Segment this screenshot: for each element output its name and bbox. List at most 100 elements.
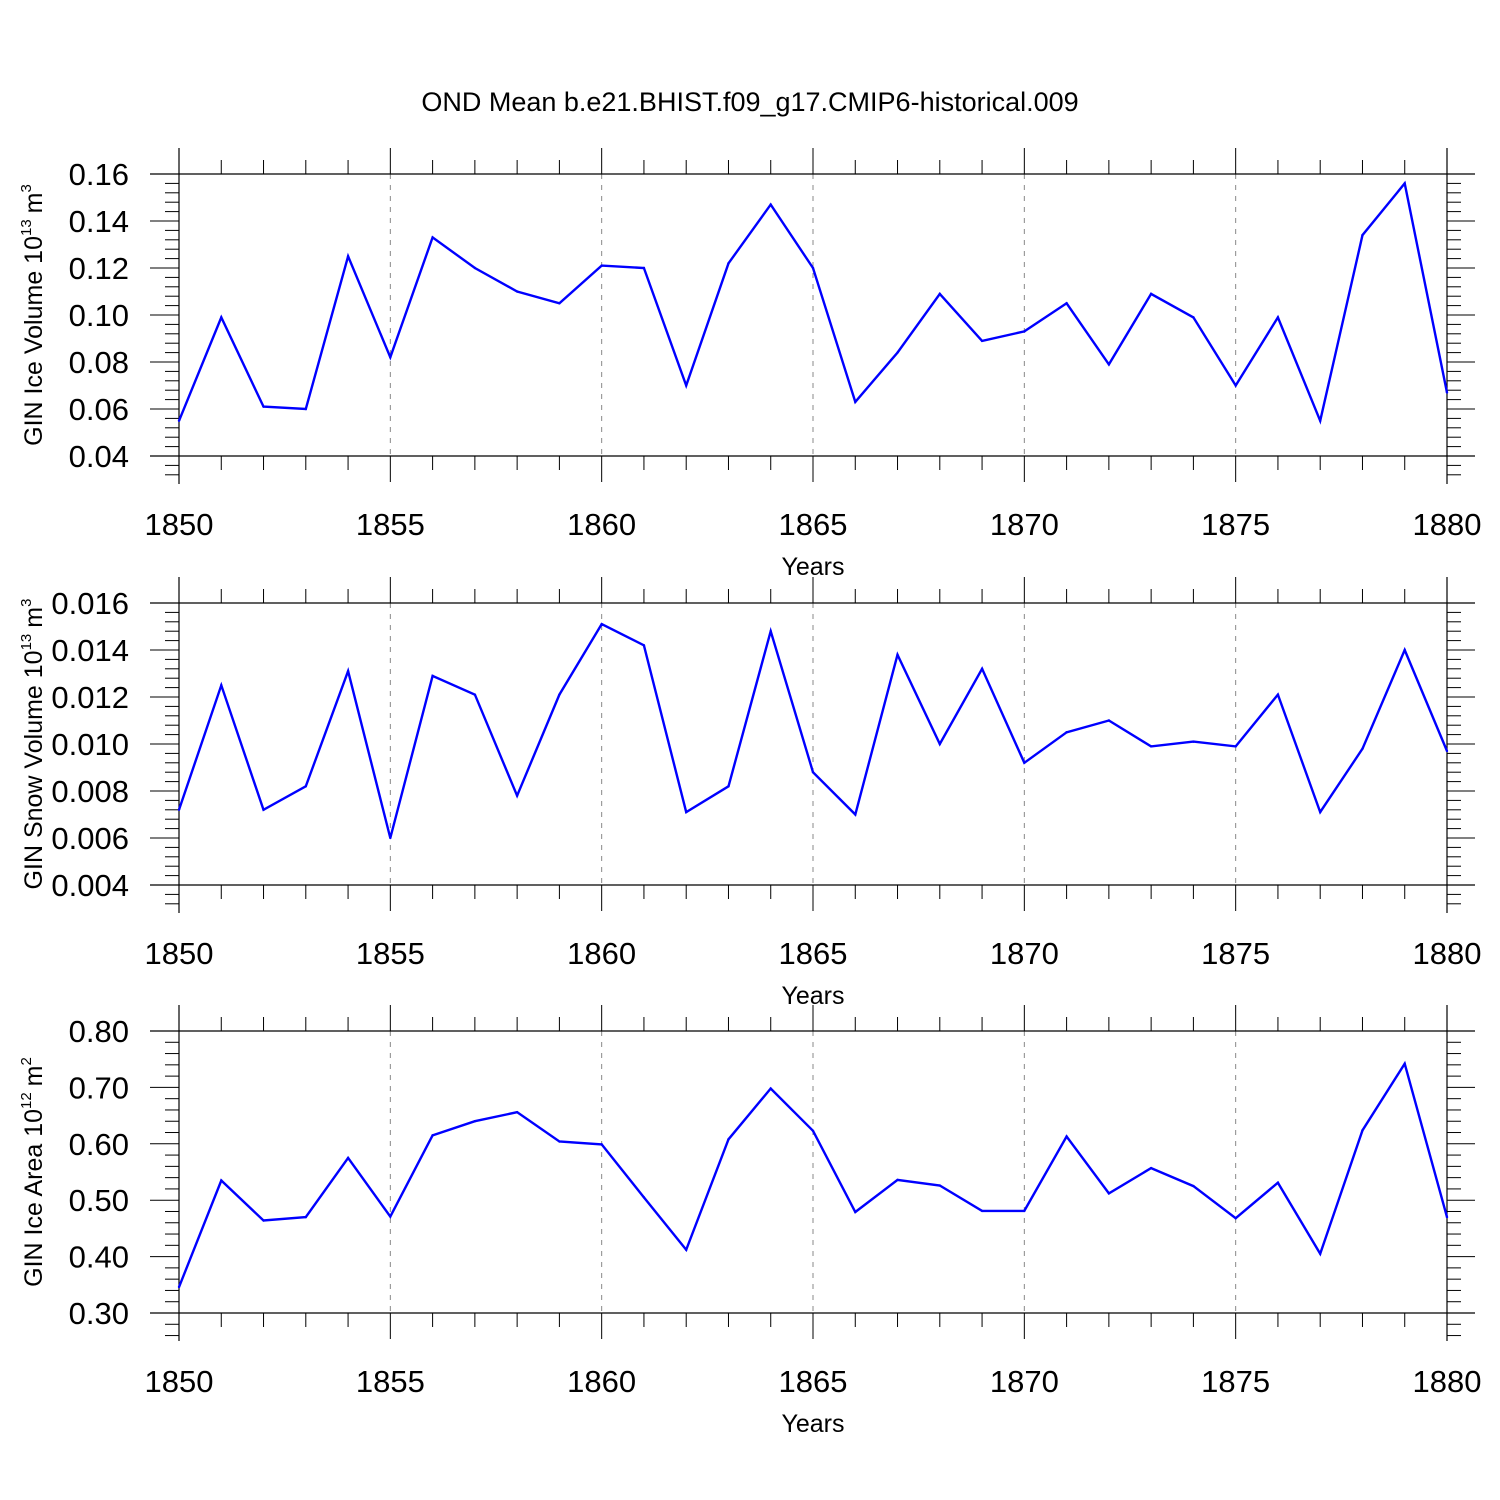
data-point xyxy=(304,785,307,788)
y-tick-label: 0.008 xyxy=(51,774,129,809)
data-point xyxy=(431,674,434,678)
data-point xyxy=(1319,419,1322,422)
panel-3: 1850 1855 1860 1865 1870 1875 1880 Years 0.30 0.4… xyxy=(18,1005,1481,1438)
data-point xyxy=(1023,1209,1026,1213)
data-point xyxy=(600,1143,603,1146)
data-point xyxy=(473,1120,477,1123)
x-tick-label: 1865 xyxy=(779,507,848,542)
data-point xyxy=(1276,316,1280,319)
data-point xyxy=(1276,1181,1280,1184)
y-axis-label-unit-exponent: 3 xyxy=(18,599,35,607)
y-tick-label: 0.50 xyxy=(69,1183,129,1218)
x-tick-label: 1855 xyxy=(356,507,425,542)
data-point xyxy=(1445,749,1449,753)
x-tick-label: 1875 xyxy=(1201,507,1270,542)
y-tick-label: 0.016 xyxy=(51,586,129,621)
data-point xyxy=(1023,330,1026,333)
data-point xyxy=(685,810,688,814)
data-point xyxy=(473,266,477,270)
data-point xyxy=(515,290,519,293)
data-point xyxy=(600,264,603,267)
data-point xyxy=(262,405,265,408)
data-point xyxy=(346,255,350,258)
y-axis-label: GIN Snow Volume 1013 m3 xyxy=(18,599,48,890)
x-tick-label: 1880 xyxy=(1413,936,1482,971)
data-point xyxy=(727,262,730,265)
data-point xyxy=(389,836,392,840)
data-point xyxy=(1361,233,1364,237)
x-tick-label: 1875 xyxy=(1201,936,1270,971)
data-point xyxy=(980,667,984,670)
data-point xyxy=(1065,1135,1068,1138)
data-point xyxy=(1361,1129,1364,1132)
data-point xyxy=(980,339,984,343)
y-tick-label: 0.014 xyxy=(51,633,129,668)
data-point xyxy=(769,1087,772,1090)
data-point xyxy=(1234,745,1237,748)
data-point xyxy=(1192,1184,1195,1188)
y-axis-label-unit: m xyxy=(20,607,48,628)
data-point xyxy=(1107,1192,1111,1195)
y-tick-label: 0.16 xyxy=(69,157,129,192)
data-point xyxy=(558,302,561,305)
data-point xyxy=(938,742,941,746)
data-point xyxy=(727,1138,730,1141)
panels: 1850 1855 1860 1865 1870 1875 1880 Years 0.04 0.0… xyxy=(18,148,1481,1438)
x-tick-label: 1860 xyxy=(567,507,636,542)
x-axis-label: Years xyxy=(781,553,844,581)
data-point xyxy=(389,356,392,359)
data-point xyxy=(854,813,857,816)
data-point xyxy=(980,1209,984,1213)
data-point xyxy=(642,644,646,647)
data-point xyxy=(304,407,307,411)
y-tick-label: 0.80 xyxy=(69,1014,129,1049)
y-axis-label-unit: m xyxy=(20,1065,48,1086)
data-point xyxy=(1403,648,1406,652)
data-point xyxy=(1107,363,1111,366)
y-axis-label-main: GIN Snow Volume 10 xyxy=(20,650,48,889)
x-tick-label: 1855 xyxy=(356,936,425,971)
data-point xyxy=(1403,182,1406,185)
data-point xyxy=(1445,391,1449,394)
x-axis-label: Years xyxy=(781,1410,844,1438)
data-point xyxy=(811,771,815,774)
data-point xyxy=(1361,747,1364,750)
x-tick-label: 1880 xyxy=(1413,1364,1482,1399)
y-axis-label-unit: m xyxy=(20,193,48,214)
x-tick-label: 1850 xyxy=(145,1364,214,1399)
y-axis-label-exponent: 12 xyxy=(18,1092,35,1109)
data-point xyxy=(1403,1062,1406,1065)
y-tick-label: 0.08 xyxy=(69,345,129,380)
x-tick-label: 1865 xyxy=(779,1364,848,1399)
data-point xyxy=(1065,731,1068,734)
y-axis-label-main: GIN Ice Volume 10 xyxy=(20,236,48,446)
y-axis-label: GIN Ice Volume 1013 m3 xyxy=(18,184,48,446)
y-tick-label: 0.40 xyxy=(69,1240,129,1275)
data-point xyxy=(642,1196,646,1199)
data-point xyxy=(896,1178,899,1182)
data-point xyxy=(346,669,350,673)
data-point xyxy=(854,1210,857,1214)
x-tick-label: 1880 xyxy=(1413,507,1482,542)
data-point xyxy=(811,266,815,270)
data-point xyxy=(177,808,181,811)
data-point xyxy=(558,1140,561,1143)
x-tick-label: 1870 xyxy=(990,936,1059,971)
data-point xyxy=(558,693,561,696)
data-point xyxy=(1107,719,1111,722)
data-point xyxy=(1319,810,1322,814)
data-point xyxy=(1234,1217,1237,1220)
data-point xyxy=(515,794,519,797)
x-tick-label: 1870 xyxy=(990,1364,1059,1399)
data-point xyxy=(938,292,941,296)
data-point xyxy=(769,203,772,206)
data-point xyxy=(431,236,434,239)
y-tick-label: 0.004 xyxy=(51,868,129,903)
data-point xyxy=(1149,292,1153,296)
y-axis-label: GIN Ice Area 1012 m2 xyxy=(18,1057,48,1287)
data-point xyxy=(389,1215,392,1218)
y-axis-label-main: GIN Ice Area 10 xyxy=(20,1109,48,1287)
y-tick-label: 0.04 xyxy=(69,439,129,474)
x-tick-label: 1850 xyxy=(145,507,214,542)
